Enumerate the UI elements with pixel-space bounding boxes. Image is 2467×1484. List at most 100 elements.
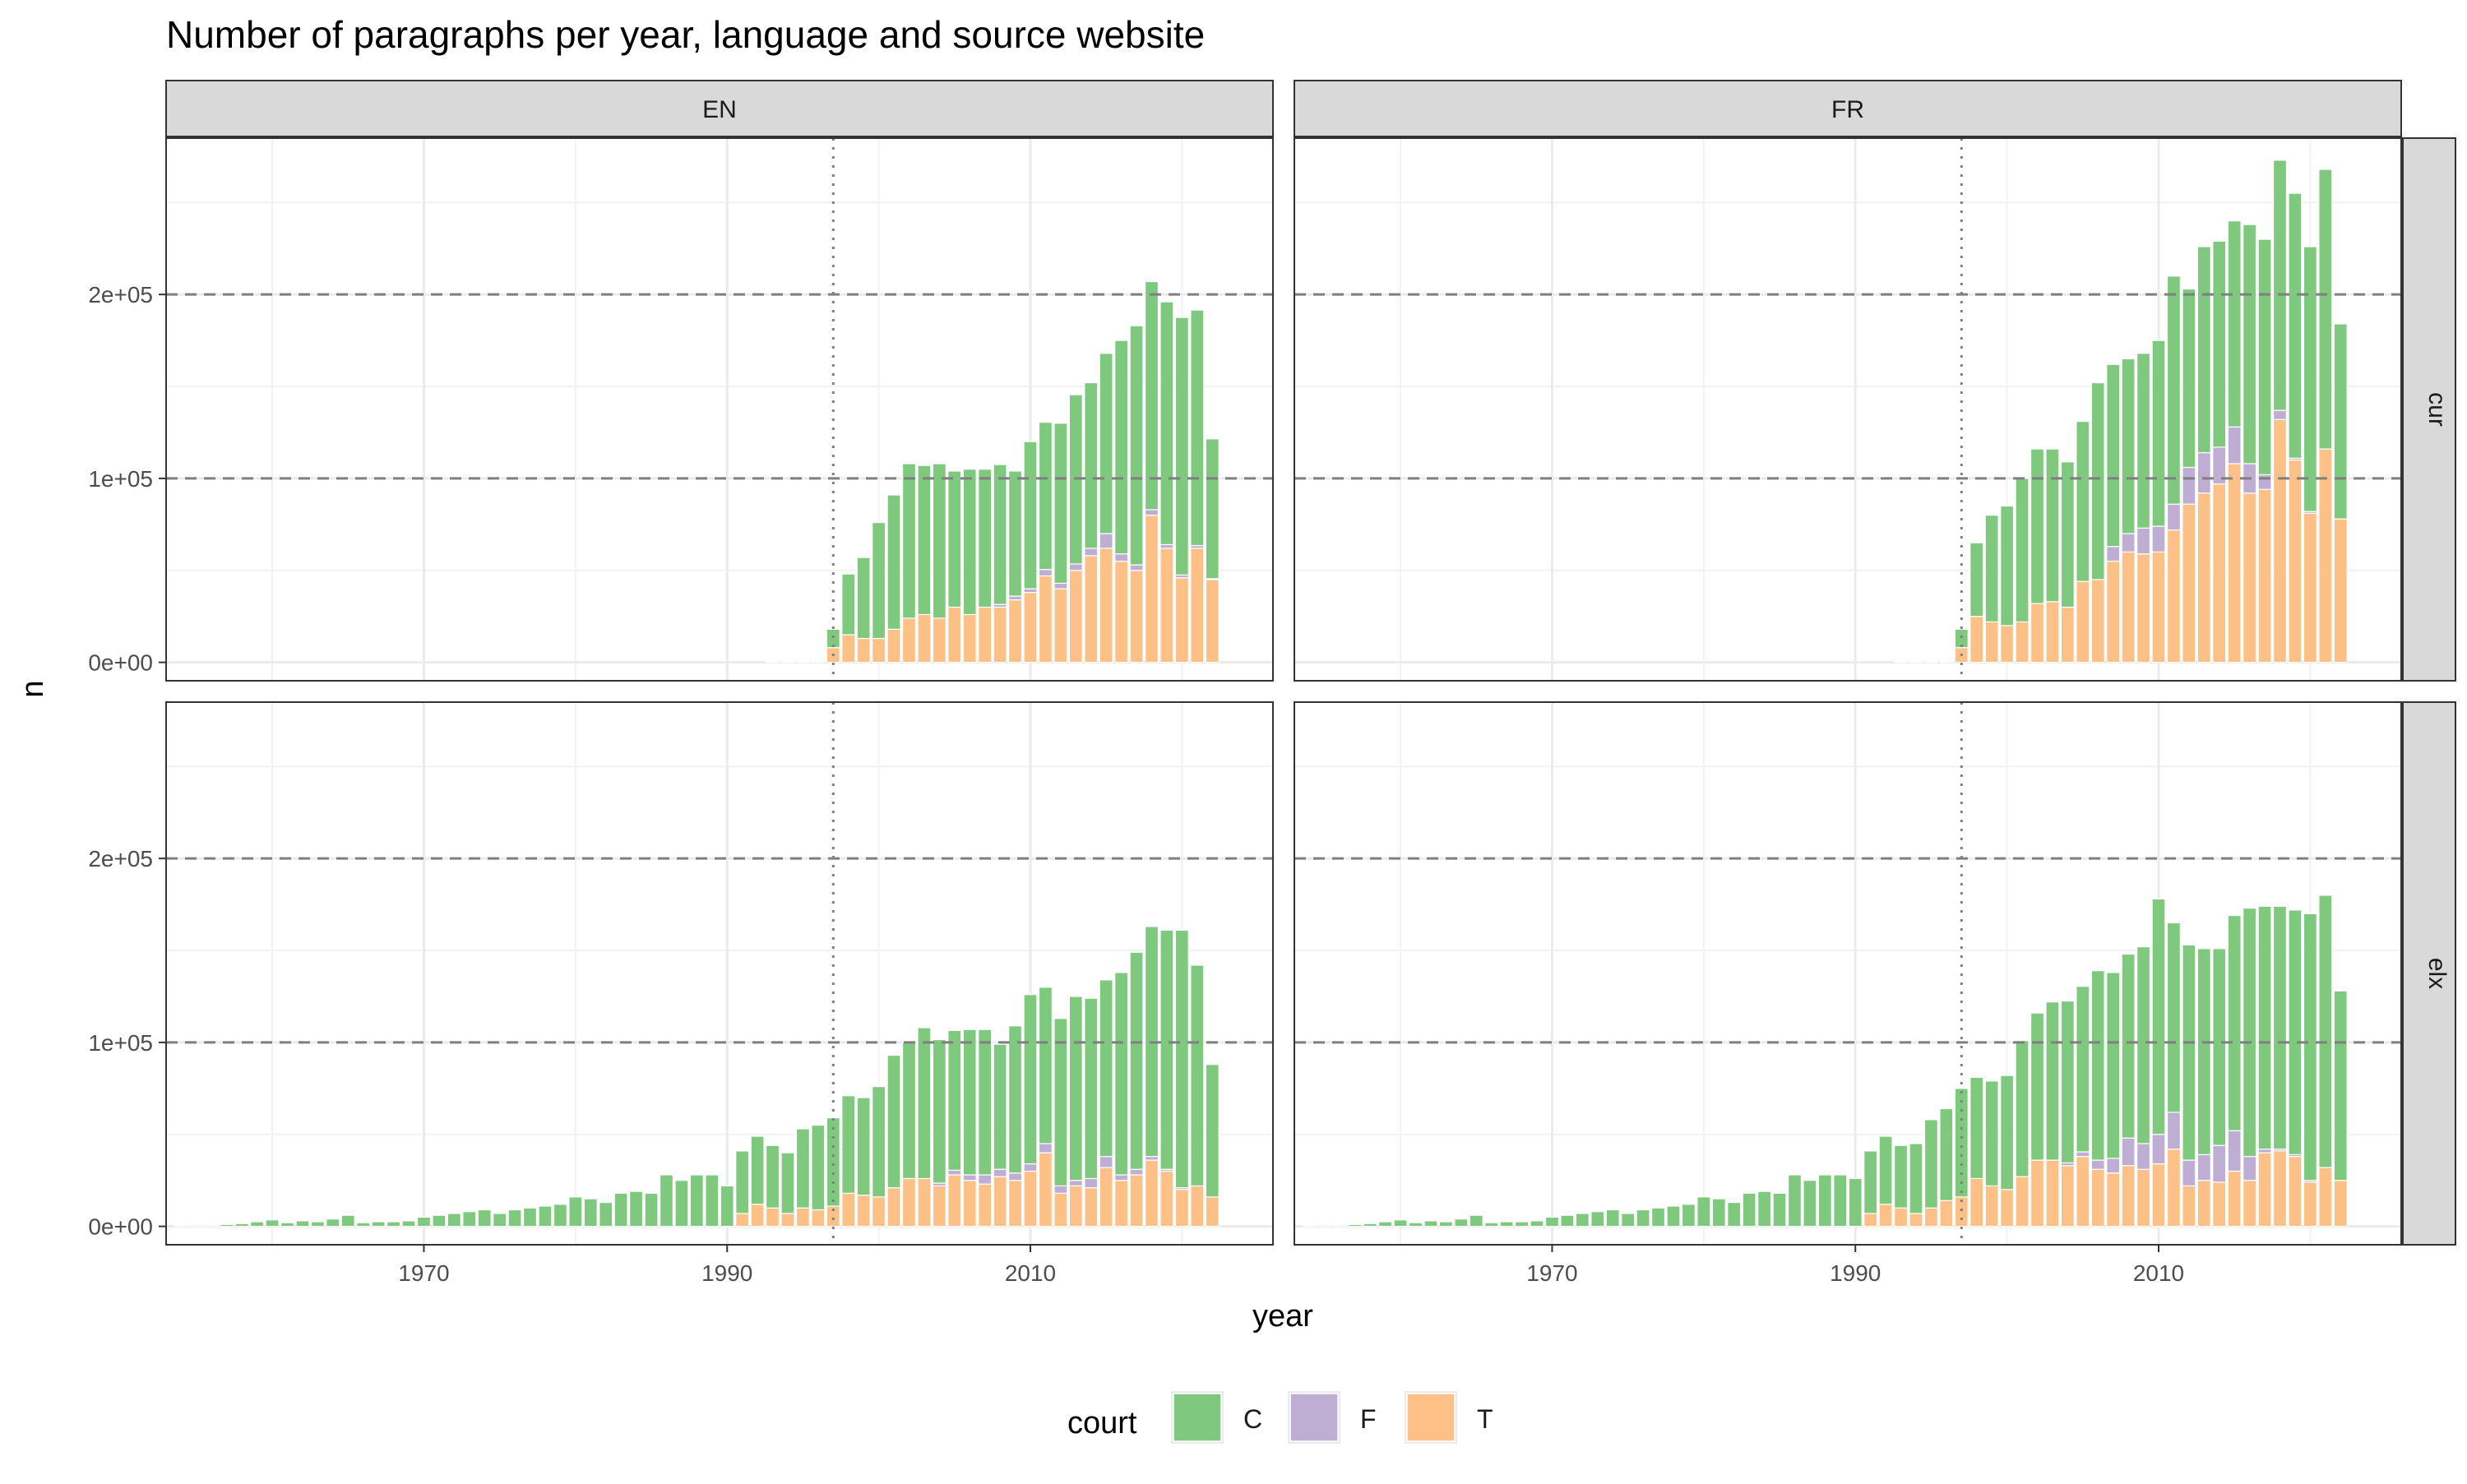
facet-strip-label-cur: cur: [2423, 392, 2451, 427]
bar-T-1994-en-elx: [780, 1213, 795, 1227]
bar-T-2000-en-elx: [872, 1196, 886, 1227]
bar-T-2005-fr-elx: [2076, 1156, 2090, 1227]
bar-F-2009-fr-elx: [2136, 1143, 2151, 1170]
bar-F-2006-fr-elx: [2090, 1159, 2105, 1170]
bar-F-2017-en-elx: [1129, 1168, 1144, 1176]
bar-C-1990-fr-elx: [1848, 1177, 1863, 1227]
bar-C-1971-fr-elx: [1560, 1214, 1575, 1227]
bar-F-2013-fr-elx: [2196, 1153, 2211, 1181]
bar-F-2010-en-cur: [1023, 588, 1038, 594]
bar-T-1999-en-elx: [856, 1194, 871, 1227]
bar-T-2012-fr-elx: [2182, 1185, 2196, 1227]
legend-key-F: [1289, 1393, 1339, 1442]
y-tick-label-en-cur: 0e+00: [88, 650, 153, 676]
bar-T-1995-en-elx: [795, 1207, 810, 1227]
bar-T-2015-fr-cur: [2227, 463, 2242, 663]
bar-C-1965-en-elx: [340, 1214, 355, 1227]
bar-C-1977-fr-elx: [1650, 1207, 1666, 1227]
bar-C-1990-en-elx: [720, 1185, 734, 1227]
bar-T-2016-fr-elx: [2243, 1180, 2257, 1227]
bar-T-1991-en-elx: [735, 1213, 750, 1227]
bar-F-2013-en-elx: [1068, 1180, 1083, 1187]
bar-C-2012-en-cur: [1053, 423, 1068, 585]
bar-C-1967-en-elx: [371, 1221, 386, 1227]
bar-C-1986-fr-elx: [1787, 1174, 1802, 1227]
bar-C-2002-fr-cur: [2030, 448, 2045, 604]
bar-C-1972-fr-elx: [1575, 1213, 1590, 1227]
bar-C-1961-en-elx: [280, 1222, 295, 1227]
bar-T-2012-fr-cur: [2182, 503, 2196, 663]
bar-T-2006-en-cur: [962, 613, 977, 663]
bar-T-2021-fr-elx: [2318, 1167, 2333, 1227]
bar-T-2007-fr-cur: [2106, 560, 2121, 663]
bar-C-1960-fr-elx: [1393, 1219, 1408, 1227]
bar-T-2015-en-elx: [1099, 1167, 1113, 1227]
bar-C-2008-en-cur: [993, 464, 1007, 605]
bar-C-1972-en-elx: [447, 1213, 461, 1227]
bar-C-2003-en-cur: [917, 465, 932, 616]
bar-T-1994-fr-elx: [1909, 1213, 1923, 1227]
bar-T-2003-fr-elx: [2045, 1159, 2060, 1227]
bar-T-2006-fr-elx: [2090, 1168, 2105, 1227]
bar-T-2011-en-elx: [1038, 1152, 1053, 1227]
bar-T-1998-en-cur: [841, 634, 856, 663]
bar-F-2014-en-cur: [1084, 548, 1099, 557]
bar-C-1965-fr-elx: [1469, 1214, 1483, 1227]
bar-C-1963-fr-elx: [1438, 1221, 1453, 1227]
bar-F-2012-fr-cur: [2182, 466, 2196, 505]
bar-T-2001-fr-elx: [2015, 1176, 2030, 1227]
bar-F-2018-en-elx: [1144, 1156, 1159, 1161]
bar-C-2016-fr-elx: [2243, 907, 2257, 1158]
bar-F-2010-fr-cur: [2151, 525, 2166, 552]
bar-C-2009-en-cur: [1008, 470, 1023, 597]
bar-C-2016-fr-cur: [2243, 224, 2257, 465]
bar-C-1955-en-elx: [189, 1224, 204, 1227]
bar-T-2004-fr-cur: [2060, 606, 2075, 663]
bar-F-2014-fr-elx: [2212, 1144, 2227, 1183]
bar-C-1995-en-cur: [795, 660, 810, 663]
bar-T-2010-fr-cur: [2151, 551, 2166, 663]
bar-C-2011-en-cur: [1038, 422, 1053, 571]
bar-C-1973-fr-elx: [1590, 1211, 1605, 1227]
bar-T-2008-fr-elx: [2121, 1165, 2136, 1227]
bar-T-2003-fr-cur: [2045, 601, 2060, 663]
bar-T-2003-en-cur: [917, 613, 932, 663]
bar-T-2010-en-elx: [1023, 1170, 1038, 1227]
bar-F-2012-en-elx: [1053, 1185, 1068, 1194]
bar-C-1968-en-elx: [386, 1221, 401, 1227]
bar-C-1997-en-cur: [826, 628, 840, 649]
bar-T-1999-fr-cur: [1984, 621, 1999, 663]
bar-C-1993-en-elx: [766, 1144, 780, 1209]
bar-T-2014-en-elx: [1084, 1187, 1099, 1227]
bar-C-2021-en-elx: [1190, 964, 1205, 1187]
bar-F-2017-en-cur: [1129, 564, 1144, 571]
bar-T-2017-en-elx: [1129, 1174, 1144, 1227]
bar-F-2011-fr-cur: [2166, 503, 2181, 531]
bar-T-2011-fr-cur: [2166, 529, 2181, 663]
bar-C-1998-fr-cur: [1969, 542, 1984, 617]
bar-C-1978-en-elx: [538, 1205, 553, 1227]
bar-C-2017-en-elx: [1129, 951, 1144, 1170]
bar-C-2010-en-elx: [1023, 994, 1038, 1165]
bar-C-1979-fr-elx: [1681, 1204, 1696, 1227]
bar-F-2016-fr-elx: [2243, 1156, 2257, 1181]
bar-C-2000-en-elx: [872, 1085, 886, 1198]
bar-F-2007-fr-elx: [2106, 1158, 2121, 1174]
bar-C-1959-en-elx: [250, 1221, 265, 1227]
bar-C-2021-fr-elx: [2318, 895, 2333, 1168]
bar-C-2017-en-cur: [1129, 325, 1144, 566]
bar-C-1995-fr-cur: [1923, 660, 1938, 663]
bar-C-2011-en-elx: [1038, 987, 1053, 1144]
bar-C-1988-en-elx: [689, 1174, 704, 1227]
bar-C-1992-fr-elx: [1878, 1135, 1893, 1205]
facet-strip-elx: [2402, 701, 2456, 1246]
bar-C-2019-fr-elx: [2288, 909, 2303, 1155]
bar-C-1975-fr-elx: [1621, 1213, 1636, 1227]
bar-C-1995-fr-elx: [1923, 1119, 1938, 1209]
bar-F-2015-fr-cur: [2227, 426, 2242, 465]
bar-C-1959-fr-elx: [1378, 1221, 1393, 1227]
bar-C-2000-en-cur: [872, 521, 886, 640]
bar-T-1999-en-cur: [856, 637, 871, 663]
bar-T-2005-fr-cur: [2076, 580, 2090, 663]
bar-C-2000-fr-elx: [2000, 1075, 2015, 1190]
